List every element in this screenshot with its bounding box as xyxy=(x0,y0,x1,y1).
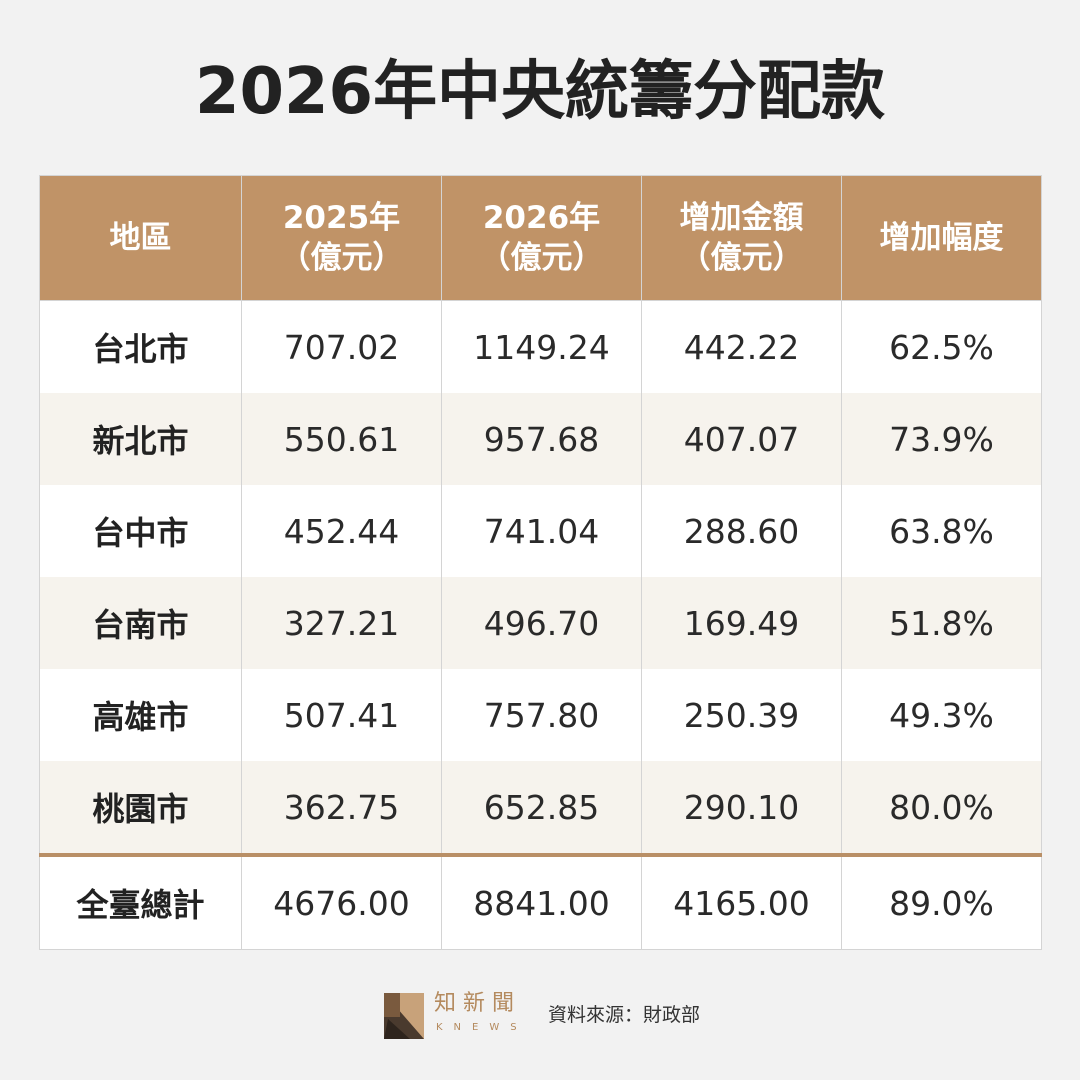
table-row: 台北市 707.02 1149.24 442.22 62.5% xyxy=(39,300,1042,393)
header-2025: 2025年 （億元） xyxy=(241,175,442,301)
total-increase-amount-cell: 4165.00 xyxy=(641,853,842,950)
increase-amount-cell: 169.49 xyxy=(641,577,842,669)
knews-logo-icon xyxy=(384,993,424,1039)
header-increase-rate: 增加幅度 xyxy=(841,175,1042,301)
header-increase-amount: 增加金額 （億元） xyxy=(641,175,842,301)
region-cell: 台中市 xyxy=(39,485,242,577)
table-row: 高雄市 507.41 757.80 250.39 49.3% xyxy=(39,669,1042,761)
increase-rate-cell: 62.5% xyxy=(841,300,1042,393)
table-row: 台南市 327.21 496.70 169.49 51.8% xyxy=(39,577,1042,669)
value-2025-cell: 707.02 xyxy=(241,300,442,393)
increase-amount-cell: 407.07 xyxy=(641,393,842,485)
value-2026-cell: 496.70 xyxy=(441,577,642,669)
value-2026-cell: 652.85 xyxy=(441,761,642,855)
header-2026: 2026年 （億元） xyxy=(441,175,642,301)
value-2025-cell: 327.21 xyxy=(241,577,442,669)
increase-amount-cell: 290.10 xyxy=(641,761,842,855)
total-2026-cell: 8841.00 xyxy=(441,853,642,950)
page-title: 2026年中央統籌分配款 xyxy=(194,55,886,129)
value-2025-cell: 550.61 xyxy=(241,393,442,485)
region-cell: 台南市 xyxy=(39,577,242,669)
increase-amount-cell: 288.60 xyxy=(641,485,842,577)
increase-amount-cell: 250.39 xyxy=(641,669,842,761)
table-row: 新北市 550.61 957.68 407.07 73.9% xyxy=(39,393,1042,485)
value-2026-cell: 757.80 xyxy=(441,669,642,761)
table-row: 台中市 452.44 741.04 288.60 63.8% xyxy=(39,485,1042,577)
increase-rate-cell: 63.8% xyxy=(841,485,1042,577)
region-cell: 高雄市 xyxy=(39,669,242,761)
value-2026-cell: 957.68 xyxy=(441,393,642,485)
value-2026-cell: 741.04 xyxy=(441,485,642,577)
increase-rate-cell: 73.9% xyxy=(841,393,1042,485)
value-2026-cell: 1149.24 xyxy=(441,300,642,393)
region-cell: 新北市 xyxy=(39,393,242,485)
increase-rate-cell: 49.3% xyxy=(841,669,1042,761)
increase-amount-cell: 442.22 xyxy=(641,300,842,393)
table-row: 桃園市 362.75 652.85 290.10 80.0% xyxy=(39,761,1042,855)
logo-text: 知新聞 xyxy=(434,991,522,1016)
table-header-row: 地區 2025年 （億元） 2026年 （億元） 增加金額 （億元） 增加幅度 xyxy=(39,175,1042,301)
region-cell: 台北市 xyxy=(39,300,242,393)
allocation-table: 地區 2025年 （億元） 2026年 （億元） 增加金額 （億元） 增加幅度 … xyxy=(39,175,1042,950)
total-2025-cell: 4676.00 xyxy=(241,853,442,950)
value-2025-cell: 362.75 xyxy=(241,761,442,855)
data-source: 資料來源：財政部 xyxy=(548,1004,701,1026)
header-region: 地區 xyxy=(39,175,242,301)
value-2025-cell: 507.41 xyxy=(241,669,442,761)
increase-rate-cell: 80.0% xyxy=(841,761,1042,855)
footer: 知新聞 KNEWS 資料來源：財政部 xyxy=(0,990,1080,1042)
region-cell: 桃園市 xyxy=(39,761,242,855)
total-increase-rate-cell: 89.0% xyxy=(841,853,1042,950)
logo-subtext: KNEWS xyxy=(436,1022,528,1033)
total-label-cell: 全臺總計 xyxy=(39,853,242,950)
increase-rate-cell: 51.8% xyxy=(841,577,1042,669)
value-2025-cell: 452.44 xyxy=(241,485,442,577)
total-row: 全臺總計 4676.00 8841.00 4165.00 89.0% xyxy=(39,853,1042,950)
